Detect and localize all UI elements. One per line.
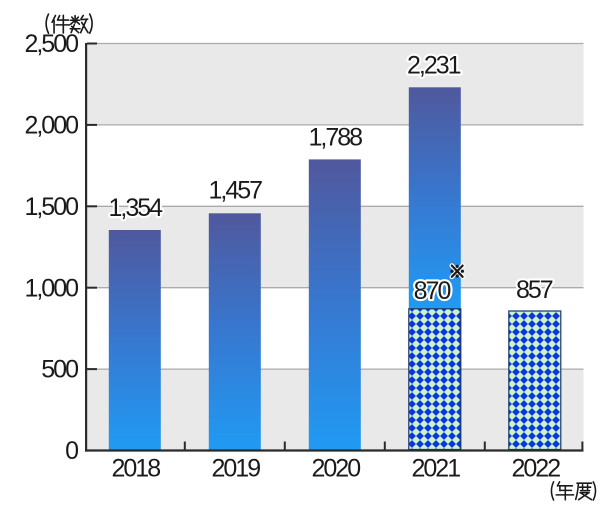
svg-text:2,000: 2,000 [24, 112, 78, 140]
svg-text:1,000: 1,000 [24, 274, 78, 302]
svg-text:2,231: 2,231 [407, 51, 461, 79]
svg-text:870: 870 [414, 277, 451, 305]
svg-text:2020: 2020 [311, 455, 360, 483]
svg-text:2021: 2021 [411, 455, 460, 483]
svg-text:1,354: 1,354 [109, 194, 164, 222]
svg-text:2022: 2022 [511, 455, 560, 483]
svg-text:500: 500 [41, 356, 78, 384]
svg-text:2,500: 2,500 [24, 30, 78, 58]
svg-text:2019: 2019 [211, 455, 260, 483]
svg-text:0: 0 [65, 437, 78, 465]
svg-text:2018: 2018 [111, 455, 160, 483]
svg-text:857: 857 [516, 276, 553, 304]
svg-text:1,788: 1,788 [309, 123, 363, 151]
svg-text:1,457: 1,457 [209, 176, 263, 204]
svg-text:1,500: 1,500 [24, 193, 78, 221]
